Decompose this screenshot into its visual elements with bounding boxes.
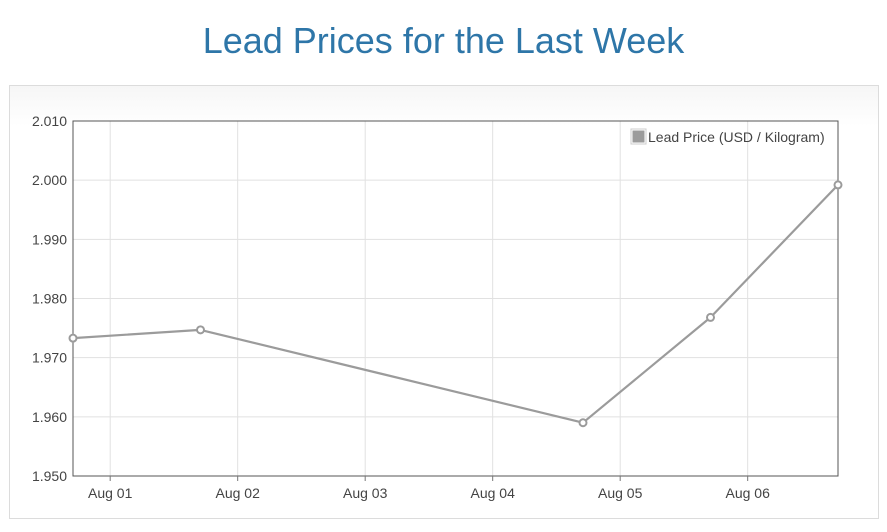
data-point[interactable] bbox=[833, 180, 843, 190]
page-title: Lead Prices for the Last Week bbox=[202, 20, 685, 61]
y-tick-label: 1.950 bbox=[32, 468, 67, 484]
y-tick-label: 1.990 bbox=[32, 231, 67, 247]
x-tick-label: Aug 06 bbox=[726, 485, 771, 501]
x-tick-label: Aug 04 bbox=[471, 485, 516, 501]
data-point[interactable] bbox=[68, 333, 78, 343]
chart-grid bbox=[73, 120, 838, 477]
data-point[interactable] bbox=[706, 312, 715, 322]
chart-panel: 1.950 1.960 1.970 1.980 1.990 2.000 2.010 Aug … bbox=[9, 85, 879, 519]
data-point[interactable] bbox=[196, 325, 205, 335]
series-layer bbox=[68, 180, 843, 428]
x-tick-label: Aug 02 bbox=[216, 485, 261, 501]
plot-area bbox=[72, 120, 839, 477]
x-axis: Aug 01 Aug 02 Aug 03 Aug 04 Aug 05 Aug 06 bbox=[88, 476, 770, 501]
y-tick-label: 1.970 bbox=[32, 350, 67, 366]
legend: Lead Price (USD / Kilogram) bbox=[630, 128, 825, 145]
y-tick-label: 1.980 bbox=[32, 291, 67, 307]
x-tick-label: Aug 01 bbox=[88, 485, 133, 501]
y-axis: 1.950 1.960 1.970 1.980 1.990 2.000 2.010 bbox=[32, 113, 67, 484]
x-tick-label: Aug 05 bbox=[598, 485, 643, 501]
y-tick-label: 2.010 bbox=[32, 113, 67, 129]
line-chart: 1.950 1.960 1.970 1.980 1.990 2.000 2.010 Aug … bbox=[32, 113, 843, 501]
legend-label: Lead Price (USD / Kilogram) bbox=[648, 129, 825, 145]
legend-swatch bbox=[631, 129, 646, 144]
x-tick-label: Aug 03 bbox=[343, 485, 388, 501]
series-line bbox=[72, 184, 839, 424]
y-tick-label: 1.960 bbox=[32, 409, 67, 425]
y-tick-label: 2.000 bbox=[32, 172, 67, 188]
data-point[interactable] bbox=[578, 418, 588, 428]
